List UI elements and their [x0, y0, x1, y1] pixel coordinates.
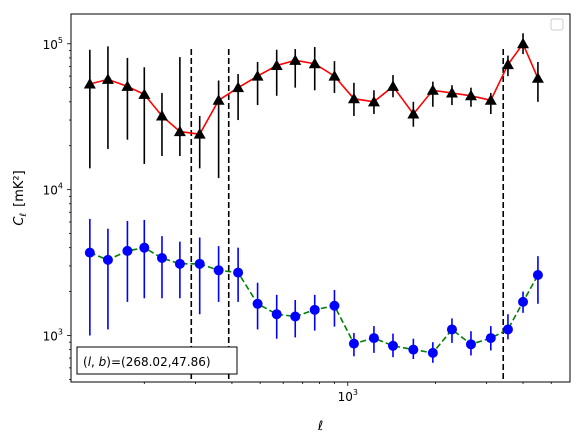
data-point-circle — [465, 339, 476, 350]
data-point-circle — [122, 245, 133, 256]
data-point-circle — [485, 333, 496, 344]
vertical-reference-lines — [190, 49, 505, 382]
data-point-triangle — [501, 58, 514, 70]
data-point-circle — [156, 252, 167, 263]
data-point-circle — [194, 258, 205, 269]
data-point-triangle — [484, 94, 497, 105]
data-point-circle — [102, 254, 113, 265]
y-tick-label: 104 — [43, 182, 63, 198]
data-point-triangle — [173, 125, 186, 137]
data-point-triangle — [212, 94, 225, 105]
data-point-circle — [502, 324, 513, 335]
y-axis-label: Cℓ [mK²] — [12, 170, 29, 225]
y-tick-label: 103 — [43, 328, 63, 344]
data-point-circle — [271, 309, 282, 320]
y-axis-label-unit: [mK²] — [12, 170, 27, 207]
series-2 — [84, 218, 543, 363]
series-layer — [83, 33, 544, 363]
data-point-circle — [309, 304, 320, 315]
data-point-triangle — [101, 73, 114, 84]
data-point-triangle — [138, 88, 151, 99]
annotation-text: (l, b)=(268.02,47.86) — [83, 355, 211, 369]
y-axis-label-symbol: C — [12, 216, 27, 226]
data-point-triangle — [445, 86, 458, 98]
series-1 — [83, 33, 544, 179]
data-point-triangle — [232, 81, 245, 93]
data-point-triangle — [121, 80, 134, 91]
data-point-circle — [329, 300, 340, 311]
data-point-circle — [290, 311, 301, 322]
axis-ticks: 103 103 104 105 — [43, 36, 552, 404]
data-point-circle — [233, 267, 244, 278]
data-point-circle — [532, 269, 543, 280]
plot-frame — [70, 13, 571, 383]
data-point-triangle — [367, 95, 380, 107]
data-point-circle — [387, 340, 398, 351]
data-point-triangle — [289, 54, 302, 65]
data-point-triangle — [386, 80, 399, 91]
data-point-circle — [368, 333, 379, 344]
data-point-triangle — [464, 89, 477, 101]
annotation-box — [76, 346, 238, 375]
data-point-circle — [213, 265, 224, 276]
data-point-triangle — [426, 84, 439, 95]
y-axis-label-subscript: ℓ — [19, 213, 29, 218]
data-point-triangle — [328, 70, 341, 81]
x-axis-label: ℓ — [317, 419, 323, 434]
data-point-circle — [408, 344, 419, 355]
data-point-circle — [518, 296, 529, 307]
data-point-triangle — [308, 57, 321, 69]
data-point-circle — [84, 247, 95, 258]
data-point-circle — [348, 338, 359, 349]
data-point-triangle — [155, 109, 168, 121]
data-point-triangle — [251, 70, 264, 81]
data-point-triangle — [270, 59, 283, 70]
data-point-circle — [427, 347, 438, 358]
data-point-triangle — [531, 72, 544, 83]
y-tick-label: 105 — [43, 36, 63, 52]
data-point-circle — [174, 258, 185, 269]
data-point-triangle — [83, 77, 96, 89]
data-point-triangle — [407, 108, 420, 119]
data-point-triangle — [347, 92, 360, 104]
annotation: (l, b)=(268.02,47.86) — [76, 346, 238, 375]
data-point-circle — [446, 324, 457, 335]
legend-box — [550, 18, 564, 31]
x-tick-label: 103 — [338, 388, 358, 404]
data-point-circle — [139, 242, 150, 253]
data-point-triangle — [517, 37, 530, 49]
data-point-triangle — [193, 128, 206, 139]
data-point-circle — [252, 298, 263, 309]
